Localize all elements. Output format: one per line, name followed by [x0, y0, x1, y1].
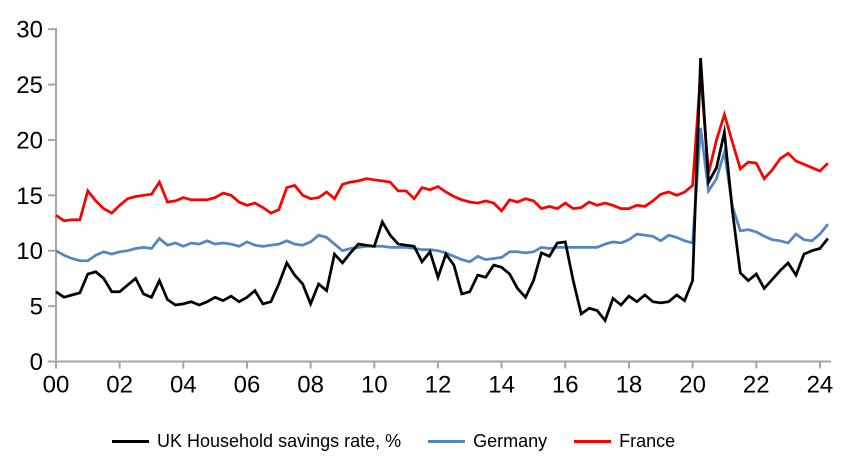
series-line-france	[55, 73, 829, 223]
chart-legend: UK Household savings rate, % Germany Fra…	[112, 428, 675, 454]
series-line-germany	[55, 127, 829, 264]
legend-line-france	[574, 439, 612, 443]
x-tick-label: 02	[106, 372, 133, 399]
legend-line-germany	[428, 439, 466, 443]
x-tick-label: 14	[488, 372, 515, 399]
x-tick-label: 10	[361, 372, 388, 399]
y-tick-label: 5	[30, 294, 43, 321]
x-tick-label: 18	[616, 372, 643, 399]
legend-label-france: France	[619, 431, 676, 451]
legend-item-germany: Germany	[428, 428, 547, 454]
x-tick-label: 12	[425, 372, 452, 399]
x-tick-label: 20	[679, 372, 706, 399]
x-tick-label: 00	[43, 372, 70, 399]
x-tick-label: 22	[743, 372, 770, 399]
x-tick-label: 24	[807, 372, 834, 399]
x-tick-label: 08	[297, 372, 324, 399]
legend-label-uk: UK Household savings rate, %	[157, 431, 402, 451]
x-tick-label: 16	[552, 372, 579, 399]
legend-label-germany: Germany	[473, 431, 548, 451]
y-tick-label: 25	[16, 72, 43, 99]
x-tick-label: 04	[170, 372, 197, 399]
y-tick-label: 30	[16, 17, 43, 44]
y-tick-label: 15	[16, 183, 43, 210]
series-line-uk	[55, 57, 829, 324]
y-tick-label: 20	[16, 127, 43, 154]
legend-item-france: France	[574, 428, 675, 454]
plot-area: 0 5 10 15 20 25 30 00 02 04 06 08 10 12 14 16 18 20 22 24	[16, 17, 834, 399]
x-tick-label: 06	[234, 372, 261, 399]
legend-line-uk	[112, 439, 149, 443]
legend-item-uk: UK Household savings rate, %	[112, 428, 401, 454]
y-tick-label: 0	[30, 349, 43, 376]
y-tick-label: 10	[16, 238, 43, 265]
